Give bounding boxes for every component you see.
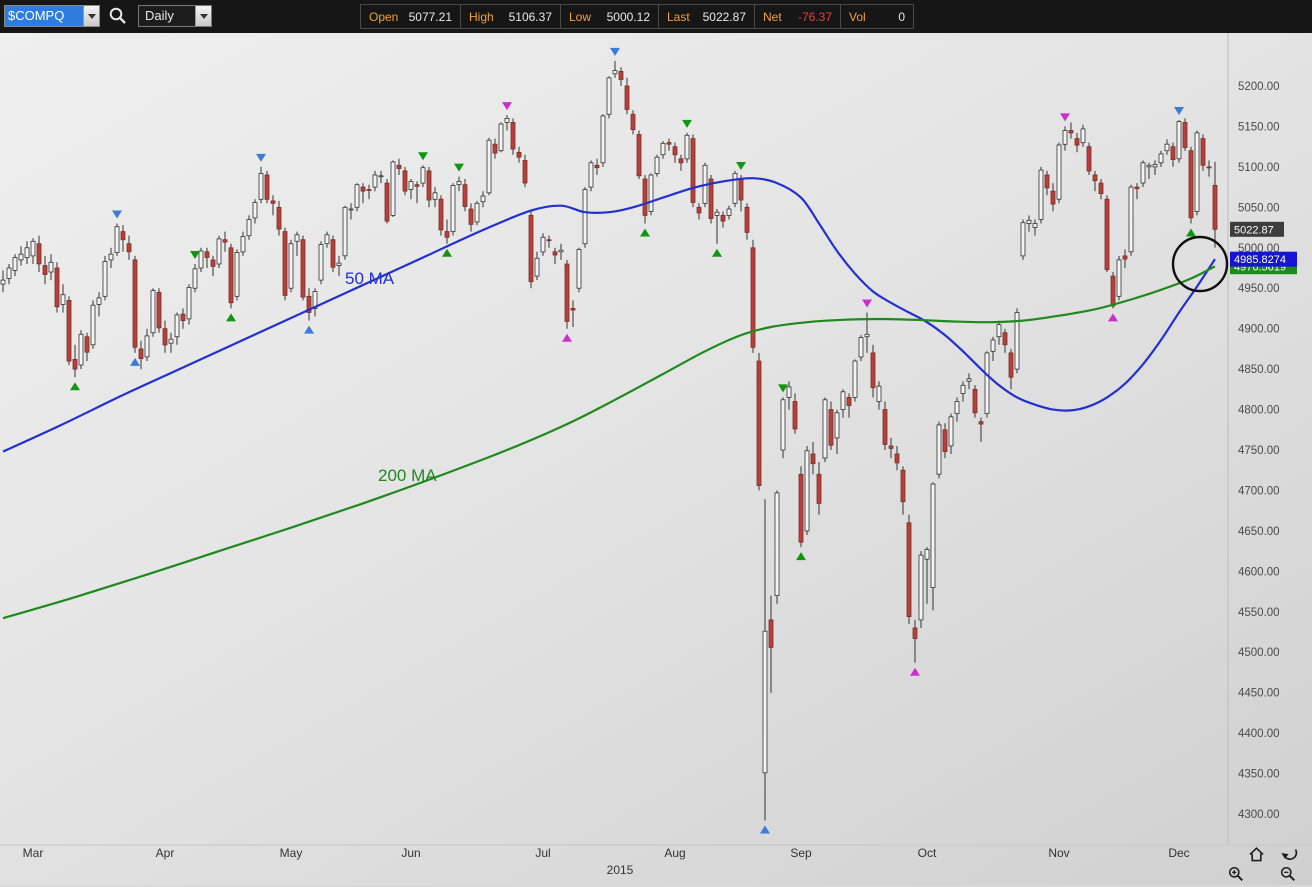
svg-text:4985.8274: 4985.8274	[1234, 254, 1286, 266]
zoom-out-icon[interactable]	[1280, 866, 1300, 886]
x-axis-labels[interactable]: Mar Apr May Jun Jul Aug Sep Oct Nov Dec 2015	[23, 846, 1190, 877]
quote-last-label: Last	[667, 9, 690, 24]
svg-text:May: May	[280, 846, 303, 860]
ma200-line	[2, 265, 1216, 620]
svg-text:5150.00: 5150.00	[1238, 121, 1280, 133]
svg-text:4300.00: 4300.00	[1238, 809, 1280, 821]
svg-text:5100.00: 5100.00	[1238, 162, 1280, 174]
search-icon[interactable]	[108, 6, 128, 26]
undo-icon[interactable]	[1280, 847, 1300, 867]
signal-markers	[70, 47, 1196, 834]
quote-low-label: Low	[569, 9, 592, 24]
quote-strip: Open 5077.21 High 5106.37 Low 5000.12 La…	[360, 4, 914, 29]
zoom-in-icon[interactable]	[1228, 866, 1248, 886]
year-label: 2015	[607, 863, 634, 877]
quote-cell-last: Last 5022.87	[659, 5, 755, 28]
symbol-dropdown-arrow-icon[interactable]	[83, 6, 99, 26]
candles-layer	[0, 60, 1218, 821]
ma50-label: 50 MA	[345, 269, 395, 288]
chart-canvas[interactable]: 50 MA 200 MA 5200.00 5150.00 5100.00 5050.00 5…	[0, 33, 1312, 885]
quote-vol-value: 0	[898, 9, 905, 24]
ma50-line	[2, 177, 1216, 453]
svg-text:5022.87: 5022.87	[1234, 224, 1274, 236]
quote-last-value: 5022.87	[702, 9, 746, 24]
svg-text:Jul: Jul	[535, 846, 550, 860]
quote-net-value: -76.37	[797, 9, 832, 24]
quote-cell-vol: Vol 0	[841, 5, 913, 28]
svg-text:4950.00: 4950.00	[1238, 283, 1280, 295]
quote-high-label: High	[469, 9, 494, 24]
quote-low-value: 5000.12	[606, 9, 650, 24]
quote-net-label: Net	[763, 9, 782, 24]
symbol-combo[interactable]: $COMPQ	[4, 5, 100, 27]
svg-text:4650.00: 4650.00	[1238, 526, 1280, 538]
ma200-label: 200 MA	[378, 466, 437, 485]
svg-text:5200.00: 5200.00	[1238, 81, 1280, 93]
svg-text:4550.00: 4550.00	[1238, 607, 1280, 619]
timeframe-select[interactable]: Daily	[138, 5, 212, 27]
quote-cell-open: Open 5077.21	[361, 5, 461, 28]
chart-area[interactable]: 50 MA 200 MA 5200.00 5150.00 5100.00 5050.00 5…	[0, 33, 1312, 885]
quote-cell-net: Net -76.37	[755, 5, 841, 28]
quote-open-value: 5077.21	[408, 9, 452, 24]
svg-text:4600.00: 4600.00	[1238, 566, 1280, 578]
svg-text:4800.00: 4800.00	[1238, 405, 1280, 417]
svg-text:4750.00: 4750.00	[1238, 445, 1280, 457]
svg-text:4900.00: 4900.00	[1238, 324, 1280, 336]
price-axis[interactable]: 5200.005150.005100.005050.005000.004950.…	[1238, 81, 1280, 821]
svg-text:Nov: Nov	[1048, 846, 1069, 860]
quote-high-value: 5106.37	[508, 9, 552, 24]
symbol-input[interactable]: $COMPQ	[5, 6, 83, 26]
svg-text:4350.00: 4350.00	[1238, 769, 1280, 781]
svg-text:Sep: Sep	[790, 846, 812, 860]
svg-text:5050.00: 5050.00	[1238, 202, 1280, 214]
svg-text:4450.00: 4450.00	[1238, 688, 1280, 700]
svg-text:Mar: Mar	[23, 846, 44, 860]
svg-text:Dec: Dec	[1168, 846, 1189, 860]
svg-text:Oct: Oct	[918, 846, 937, 860]
quote-cell-low: Low 5000.12	[561, 5, 659, 28]
svg-text:4400.00: 4400.00	[1238, 728, 1280, 740]
quote-cell-high: High 5106.37	[461, 5, 561, 28]
svg-text:4500.00: 4500.00	[1238, 647, 1280, 659]
quote-open-label: Open	[369, 9, 399, 24]
timeframe-value: Daily	[145, 8, 174, 23]
timeframe-dropdown-arrow-icon[interactable]	[195, 6, 211, 26]
svg-text:Apr: Apr	[156, 846, 175, 860]
annotation-circle	[1171, 235, 1229, 293]
home-icon[interactable]	[1248, 846, 1268, 866]
svg-text:Aug: Aug	[664, 846, 685, 860]
quote-vol-label: Vol	[849, 9, 866, 24]
svg-text:4700.00: 4700.00	[1238, 485, 1280, 497]
svg-text:4850.00: 4850.00	[1238, 364, 1280, 376]
toolbar: $COMPQ Daily Open 5077.21 High 5106.37 L…	[0, 0, 1312, 33]
svg-text:Jun: Jun	[401, 846, 420, 860]
